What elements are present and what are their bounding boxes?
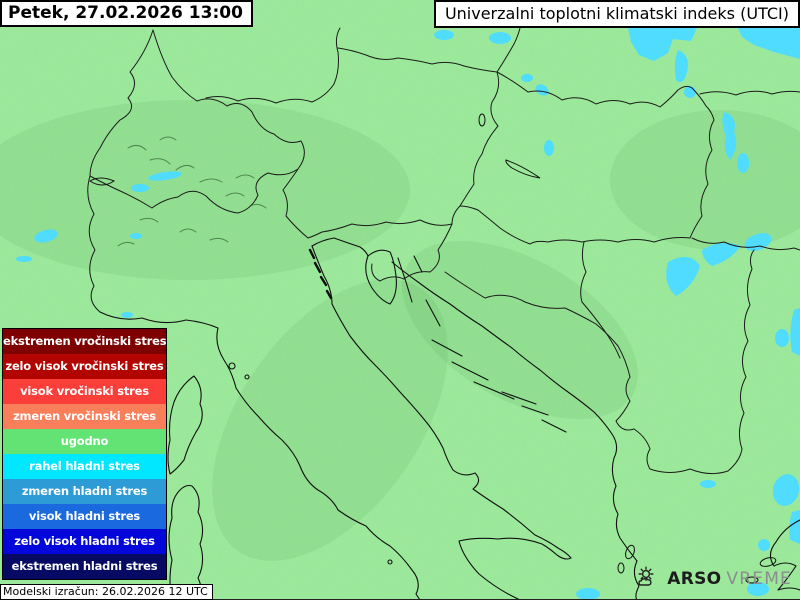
legend-item: visok hladni stres — [3, 504, 166, 529]
cold-stress-patches — [16, 28, 800, 600]
map-title: Univerzalni toplotni klimatski indeks (U… — [444, 4, 789, 23]
country-borders — [87, 27, 800, 475]
legend-item: zmeren vročinski stres — [3, 404, 166, 429]
sun-behind-cloud-icon — [638, 566, 654, 586]
legend-item: rahel hladni stres — [3, 454, 166, 479]
logo-product-text: VREME — [726, 569, 792, 589]
legend-item: visok vročinski stres — [3, 379, 166, 404]
utci-legend: ekstremen vročinski stres zelo visok vro… — [2, 328, 167, 580]
date-time-box: Petek, 27.02.2026 13:00 — [0, 0, 253, 27]
logo-brand-text: ARSO — [667, 569, 722, 589]
island-chains — [308, 248, 567, 433]
date-time-label: Petek, 27.02.2026 13:00 — [8, 3, 243, 23]
alpine-ridges — [117, 136, 267, 247]
model-run-box: Modelski izračun: 26.02.2026 12 UTC — [0, 584, 213, 600]
legend-item: zelo visok vročinski stres — [3, 354, 166, 379]
lake-balaton — [505, 159, 541, 179]
arso-vreme-logo: ARSO VREME — [635, 565, 792, 593]
lake-neusiedl — [478, 113, 486, 127]
legend-item: ekstremen vročinski stres — [3, 329, 166, 354]
coastlines — [99, 237, 800, 600]
model-run-label: Modelski izračun: 26.02.2026 12 UTC — [3, 585, 208, 598]
legend-item: zelo visok hladni stres — [3, 529, 166, 554]
title-box: Univerzalni toplotni klimatski indeks (U… — [433, 0, 800, 28]
legend-item: ekstremen hladni stres — [3, 554, 166, 579]
legend-item: ugodno — [3, 429, 166, 454]
lakes — [478, 113, 541, 179]
legend-item: zmeren hladni stres — [3, 479, 166, 504]
